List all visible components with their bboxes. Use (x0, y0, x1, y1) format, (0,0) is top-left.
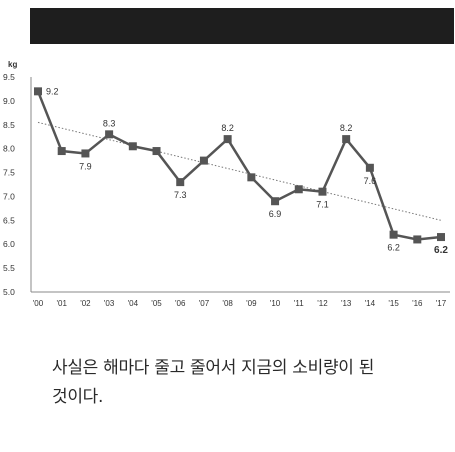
data-point-marker (294, 185, 303, 194)
trend-line (37, 121, 442, 221)
data-point-marker (57, 147, 66, 156)
data-point-marker (81, 149, 90, 158)
data-point-marker (413, 235, 422, 244)
chart-container: kg 5.0 5.5 6.0 6.5 7.0 7.5 8.0 8.5 9.0 9.5 '00 '01… (0, 52, 455, 322)
data-point-marker (128, 142, 137, 151)
y-tick-label: 6.0 (3, 239, 15, 249)
data-label: 7.6 (364, 176, 377, 186)
data-point-marker (437, 233, 445, 242)
x-tick-label: '13 (341, 299, 352, 308)
data-point-marker (34, 87, 42, 96)
data-label: 9.2 (46, 86, 59, 96)
y-tick-label: 5.5 (3, 263, 15, 273)
x-tick-label: '11 (294, 299, 304, 308)
x-tick-label: '05 (151, 299, 162, 308)
data-label: 6.2 (387, 243, 400, 253)
y-tick-label: 5.0 (3, 287, 15, 297)
x-tick-label: '06 (175, 299, 186, 308)
x-tick-label: '16 (412, 299, 423, 308)
data-point-marker (152, 147, 161, 156)
y-tick-label: 7.0 (3, 191, 15, 201)
data-point-marker (318, 187, 327, 196)
caption-text: 사실은 해마다 줄고 줄어서 지금의 소비량이 된 것이다. (52, 354, 432, 412)
y-tick-label: 8.0 (3, 144, 15, 154)
y-tick-label: 7.5 (3, 168, 15, 178)
x-tick-label: '02 (80, 299, 91, 308)
y-axis-unit-label: kg (8, 60, 17, 69)
data-point-marker (105, 130, 114, 139)
x-tick-label: '09 (246, 299, 257, 308)
data-point-marker (271, 197, 280, 206)
data-point-marker (342, 135, 351, 144)
x-tick-label: '08 (222, 299, 233, 308)
data-label: 8.2 (340, 123, 353, 133)
data-label: 6.2 (434, 245, 448, 256)
data-label: 8.3 (103, 118, 116, 128)
caption-line-1: 사실은 해마다 줄고 줄어서 지금의 소비량이 된 (52, 358, 375, 378)
data-label: 7.1 (316, 200, 329, 210)
data-label: 8.2 (221, 123, 234, 133)
x-tick-label: '15 (388, 299, 399, 308)
x-tick-label: '01 (56, 299, 67, 308)
data-point-marker (365, 163, 374, 172)
caption-line-2: 것이다. (52, 387, 104, 407)
y-tick-label: 6.5 (3, 215, 15, 225)
x-tick-label: '14 (365, 299, 376, 308)
data-label: 7.3 (174, 190, 187, 200)
data-point-marker (247, 173, 256, 182)
series-line (36, 90, 442, 241)
x-tick-label: '03 (104, 299, 115, 308)
y-tick-label: 8.5 (3, 120, 15, 130)
top-banner (30, 8, 454, 44)
y-tick-label: 9.0 (3, 96, 15, 106)
data-point-marker (389, 230, 398, 239)
x-tick-label: '07 (199, 299, 210, 308)
x-tick-label: '00 (33, 299, 44, 308)
data-point-marker (176, 178, 185, 187)
x-tick-label: '17 (436, 299, 447, 308)
line-chart: kg 5.0 5.5 6.0 6.5 7.0 7.5 8.0 8.5 9.0 9.5 '00 '01… (3, 60, 450, 308)
x-tick-label: '04 (128, 299, 139, 308)
x-tick-label: '10 (270, 299, 281, 308)
y-tick-label: 9.5 (3, 72, 15, 82)
data-point-marker (199, 156, 208, 165)
data-point-marker (223, 135, 232, 144)
data-label: 7.9 (79, 161, 92, 171)
data-label: 6.9 (269, 209, 282, 219)
x-tick-label: '12 (317, 299, 328, 308)
